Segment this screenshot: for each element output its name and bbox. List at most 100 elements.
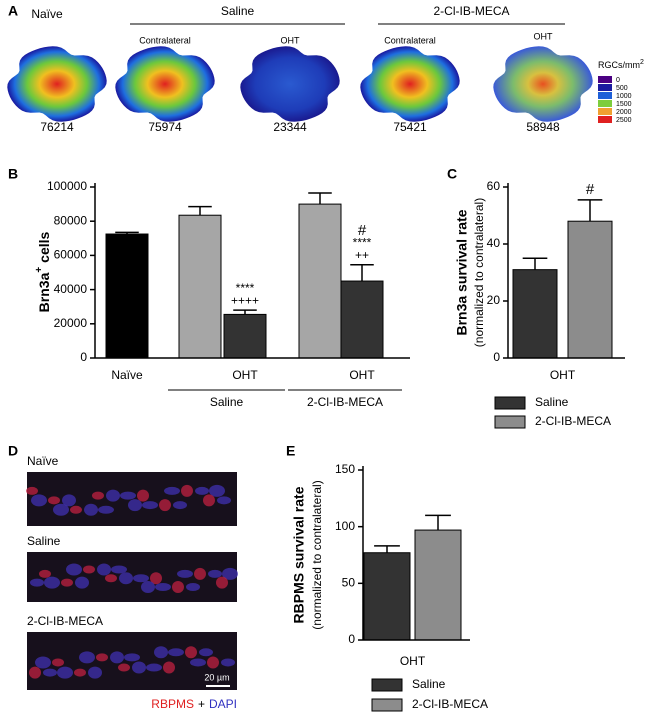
x-tick-label: OHT xyxy=(349,368,375,382)
colorbar-swatch xyxy=(598,116,612,123)
legend-swatch xyxy=(371,678,403,692)
legend-label: Saline xyxy=(412,677,446,691)
cell xyxy=(168,648,184,657)
cell xyxy=(216,576,228,589)
retina-subtitle: Contralateral xyxy=(384,35,436,45)
stain-legend: RBPMS + DAPI xyxy=(151,697,237,711)
cell xyxy=(141,581,155,593)
bar xyxy=(414,529,462,641)
cell xyxy=(164,486,180,495)
cell xyxy=(29,666,41,679)
cell xyxy=(111,565,127,574)
y-tick-label: 0 xyxy=(493,350,500,364)
cell xyxy=(150,572,162,585)
retina-subtitle: OHT xyxy=(281,35,301,45)
cell xyxy=(203,494,215,507)
cell xyxy=(88,666,102,679)
colorbar-label: 0 xyxy=(616,77,620,84)
cell xyxy=(83,565,95,574)
cell xyxy=(190,658,206,667)
panel-label: D xyxy=(8,443,18,459)
x-tick-label: OHT xyxy=(550,368,576,382)
y-axis-label: (normalized to contralateral) xyxy=(310,480,324,629)
bar xyxy=(105,233,149,359)
panel-label: B xyxy=(8,166,18,182)
retina-map xyxy=(360,46,460,122)
legend-swatch xyxy=(494,396,526,410)
cell xyxy=(96,653,108,662)
group-title: 2-Cl-IB-MECA xyxy=(433,4,509,18)
cell xyxy=(105,574,117,583)
significance-mark: ++ xyxy=(355,248,369,262)
y-tick-label: 60 xyxy=(487,179,501,193)
cell xyxy=(70,505,82,514)
bar xyxy=(223,313,267,359)
bar xyxy=(512,269,558,359)
cell xyxy=(39,569,51,578)
micrograph-label: Saline xyxy=(27,534,61,548)
retina-subtitle: Contralateral xyxy=(139,35,191,45)
colorbar-swatch xyxy=(598,76,612,83)
group-title: Saline xyxy=(221,4,255,18)
significance-mark: # xyxy=(358,222,367,239)
cell xyxy=(31,494,47,507)
colorbar-title: RGCs/mm2 xyxy=(598,59,644,71)
cell xyxy=(26,486,38,495)
legend-swatch xyxy=(371,698,403,712)
cell xyxy=(222,567,238,580)
cell xyxy=(75,576,89,589)
retina-map xyxy=(7,46,107,122)
cell xyxy=(35,656,51,669)
y-tick-label: 0 xyxy=(80,350,87,364)
significance-mark: **** xyxy=(353,235,372,249)
cell xyxy=(120,491,136,500)
stain-label: + xyxy=(198,697,205,711)
panel-label: C xyxy=(447,166,457,182)
bar xyxy=(340,280,384,359)
retina-count: 75974 xyxy=(148,120,182,134)
y-tick-label: 40000 xyxy=(54,282,88,296)
cell xyxy=(98,505,114,514)
cell xyxy=(137,489,149,502)
cell xyxy=(207,656,219,669)
colorbar-label: 1500 xyxy=(616,101,632,108)
cell xyxy=(52,658,64,667)
micrograph-label: 2-Cl-IB-MECA xyxy=(27,614,103,628)
cell xyxy=(110,651,124,664)
cell xyxy=(44,576,60,589)
y-axis-label-rest: cells xyxy=(36,231,52,262)
cell xyxy=(146,663,162,672)
retina-count: 58948 xyxy=(526,120,560,134)
cell xyxy=(208,569,222,578)
y-tick-label: 80000 xyxy=(54,213,88,227)
colorbar-label: 1000 xyxy=(616,93,632,100)
y-axis-label: Brn3a+ cells xyxy=(34,231,52,312)
cell xyxy=(221,658,235,667)
cell xyxy=(43,668,57,677)
legend-label: 2-Cl-IB-MECA xyxy=(535,414,611,428)
cell xyxy=(142,501,158,510)
panel-label: E xyxy=(286,443,295,459)
legend-label: Saline xyxy=(535,395,569,409)
stain-label: DAPI xyxy=(209,697,237,711)
cell xyxy=(195,486,209,495)
cell xyxy=(57,666,73,679)
cell xyxy=(48,496,60,505)
x-tick-label: Naïve xyxy=(111,368,143,382)
colorbar-label: 2500 xyxy=(616,117,632,124)
cell xyxy=(199,648,213,657)
colorbar-label: 500 xyxy=(616,85,628,92)
cell xyxy=(79,651,95,664)
cell xyxy=(118,663,130,672)
cell xyxy=(124,653,140,662)
retina-count: 75421 xyxy=(393,120,427,134)
cell xyxy=(97,563,111,576)
cell xyxy=(154,646,168,659)
y-tick-label: 20000 xyxy=(54,316,88,330)
retina-subtitle: OHT xyxy=(534,31,554,41)
cell xyxy=(106,489,120,502)
retina-map xyxy=(115,46,215,122)
micrograph-label: Naïve xyxy=(27,454,59,468)
x-tick-label: OHT xyxy=(400,654,426,668)
